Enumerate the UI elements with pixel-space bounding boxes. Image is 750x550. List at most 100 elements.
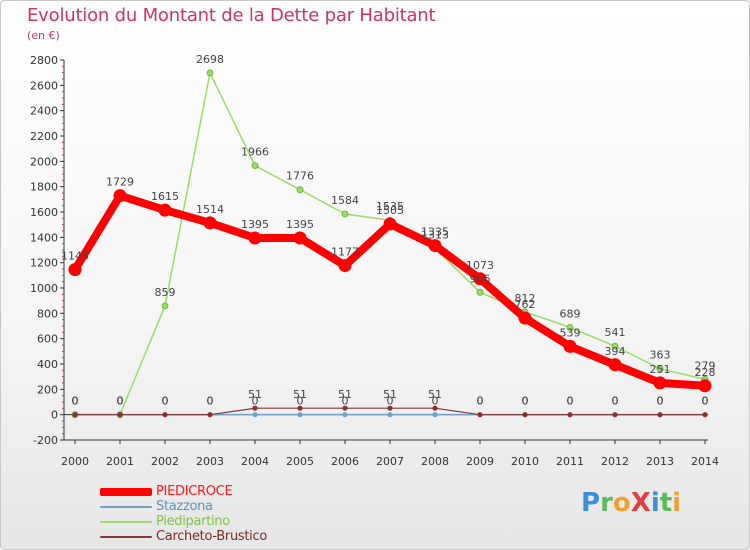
data-point: [656, 365, 664, 373]
brand-logo: ProXiti: [581, 488, 681, 518]
data-label: 1584: [331, 194, 359, 207]
data-label: 51: [338, 388, 352, 401]
data-label: 1145: [61, 250, 89, 263]
data-point: [162, 412, 168, 418]
y-tick-label: 1600: [30, 206, 58, 219]
data-point: [117, 412, 123, 418]
data-point: [522, 412, 528, 418]
data-point: [383, 217, 397, 231]
data-label: 0: [117, 395, 124, 408]
y-tick-label: 800: [37, 307, 58, 320]
data-label: 51: [383, 388, 397, 401]
x-tick-label: 2012: [601, 455, 629, 468]
y-tick-label: 0: [51, 409, 58, 422]
legend-label: Carcheto-Brustico: [156, 529, 267, 544]
data-label: 966: [470, 272, 491, 285]
legend-swatch: [100, 536, 152, 538]
data-label: 1177: [331, 246, 359, 259]
data-label: 0: [72, 395, 79, 408]
data-label: 0: [432, 395, 439, 408]
y-tick-label: 2000: [30, 155, 58, 168]
data-point: [477, 412, 483, 418]
data-point: [566, 323, 574, 331]
logo-letter: t: [659, 488, 673, 518]
data-label: 0: [72, 395, 79, 408]
data-label: 0: [342, 395, 349, 408]
legend-label: Stazzona: [156, 499, 213, 514]
data-point: [387, 405, 393, 411]
data-point: [338, 259, 352, 273]
legend-label: PIEDICROCE: [156, 484, 233, 499]
x-tick-label: 2009: [466, 455, 494, 468]
x-tick-label: 2005: [286, 455, 314, 468]
y-tick-label: 1200: [30, 257, 58, 270]
x-tick-label: 2008: [421, 455, 449, 468]
series-piedicroce: [68, 189, 712, 393]
y-tick-label: 1000: [30, 282, 58, 295]
data-point: [473, 272, 487, 286]
data-label: 51: [293, 388, 307, 401]
y-tick-label: -200: [33, 434, 58, 447]
data-label: 1776: [286, 170, 314, 183]
x-tick-label: 2003: [196, 455, 224, 468]
data-label: 541: [605, 326, 626, 339]
logo-letter: o: [612, 488, 631, 518]
chart-title: Evolution du Montant de la Dette par Hab…: [27, 5, 436, 26]
data-point: [611, 342, 619, 350]
data-point: [428, 239, 442, 253]
data-point: [387, 412, 393, 418]
data-point: [476, 288, 484, 296]
data-label: 1729: [106, 176, 134, 189]
x-tick-label: 2006: [331, 455, 359, 468]
data-label: 812: [515, 292, 536, 305]
y-tick-label: 200: [37, 383, 58, 396]
data-point: [698, 379, 712, 393]
data-labels-layer: 0 0 859 2698 1966 1776 1584 1535 1313 966 812 689 54…: [61, 53, 716, 408]
data-point: [68, 263, 82, 277]
data-label: 0: [117, 395, 124, 408]
data-label: 539: [560, 326, 581, 339]
data-label: 1395: [286, 218, 314, 231]
legend-swatch: [100, 488, 152, 496]
data-point: [702, 412, 708, 418]
data-point: [203, 216, 217, 230]
data-label: 762: [515, 298, 536, 311]
data-label: 1615: [151, 190, 179, 203]
data-label: 0: [162, 395, 169, 408]
data-label: 0: [567, 395, 574, 408]
data-point: [608, 358, 622, 372]
data-point: [342, 412, 348, 418]
data-label: 0: [522, 395, 529, 408]
y-tick-label: 2800: [30, 54, 58, 67]
data-label: 1514: [196, 203, 224, 216]
y-tick-label: 2400: [30, 105, 58, 118]
data-label: 0: [387, 395, 394, 408]
data-label: 0: [612, 395, 619, 408]
data-point: [297, 405, 303, 411]
series-layer: [68, 69, 712, 419]
y-tick-label: 600: [37, 333, 58, 346]
logo-letter: r: [600, 488, 613, 518]
data-label: 859: [155, 286, 176, 299]
data-label: 0: [567, 395, 574, 408]
legend-label: Piedipartino: [156, 514, 230, 529]
data-label: 0: [207, 395, 214, 408]
data-label: 279: [695, 359, 716, 372]
logo-letter: i: [650, 488, 660, 518]
data-label: 0: [477, 395, 484, 408]
x-tick-label: 2014: [691, 455, 719, 468]
data-label: 1966: [241, 146, 269, 159]
data-label: 1395: [241, 218, 269, 231]
data-point: [206, 69, 214, 77]
data-label: 1073: [466, 259, 494, 272]
data-point: [72, 412, 78, 418]
data-point: [518, 311, 532, 325]
data-point: [207, 412, 213, 418]
data-point: [248, 231, 262, 245]
data-point: [653, 376, 667, 390]
data-label: 228: [695, 366, 716, 379]
x-tick-label: 2007: [376, 455, 404, 468]
data-point: [432, 405, 438, 411]
data-point: [251, 162, 259, 170]
